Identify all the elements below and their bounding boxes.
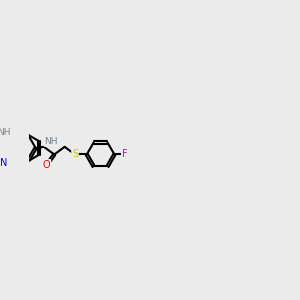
Text: NH: NH [44,137,58,146]
Text: S: S [72,149,78,160]
Text: N: N [0,158,8,168]
Text: F: F [122,149,128,160]
Text: NH: NH [0,128,11,137]
Text: O: O [43,160,50,170]
